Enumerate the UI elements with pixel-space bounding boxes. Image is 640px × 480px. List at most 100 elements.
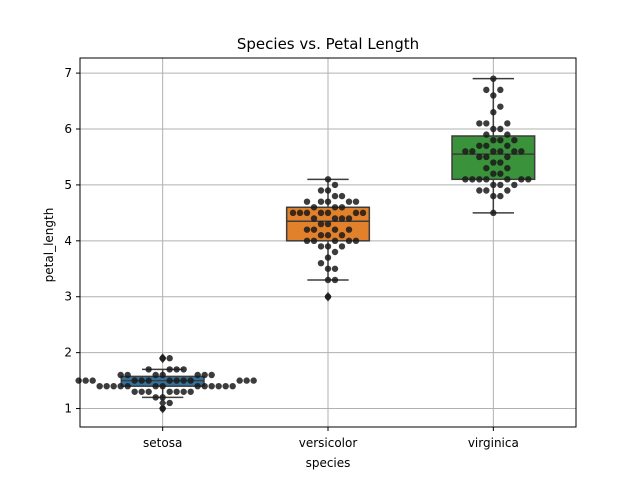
data-point bbox=[490, 209, 497, 217]
data-point bbox=[159, 371, 166, 379]
data-point bbox=[331, 181, 339, 189]
data-point bbox=[462, 148, 469, 155]
data-point bbox=[338, 192, 346, 200]
data-point bbox=[338, 204, 346, 211]
data-point bbox=[490, 192, 497, 200]
data-point bbox=[469, 176, 476, 183]
data-point bbox=[166, 366, 173, 373]
data-point bbox=[497, 86, 504, 94]
data-point bbox=[331, 215, 339, 222]
data-point bbox=[229, 382, 236, 390]
data-point bbox=[476, 187, 483, 194]
data-point bbox=[338, 243, 346, 250]
data-point bbox=[504, 120, 511, 127]
data-point bbox=[324, 220, 332, 228]
data-point bbox=[159, 382, 166, 390]
data-point bbox=[490, 136, 497, 144]
data-point bbox=[159, 405, 166, 412]
data-point bbox=[96, 382, 103, 390]
data-point bbox=[243, 377, 250, 384]
data-point bbox=[511, 136, 518, 144]
data-point bbox=[324, 276, 332, 284]
data-point bbox=[236, 377, 243, 384]
data-point bbox=[317, 243, 325, 250]
data-point bbox=[511, 181, 518, 189]
data-point bbox=[497, 159, 504, 166]
data-point bbox=[75, 377, 82, 384]
data-point bbox=[194, 371, 201, 379]
data-point bbox=[324, 293, 332, 300]
data-point bbox=[173, 377, 180, 384]
data-point bbox=[476, 176, 483, 183]
data-point bbox=[303, 198, 311, 205]
data-point bbox=[82, 377, 89, 384]
data-point bbox=[324, 254, 332, 261]
outlier-marker bbox=[159, 397, 167, 408]
data-point bbox=[124, 382, 131, 390]
data-point bbox=[490, 148, 497, 155]
data-point bbox=[103, 382, 110, 390]
data-point bbox=[159, 355, 166, 362]
data-point bbox=[490, 125, 497, 133]
data-point bbox=[310, 204, 318, 211]
data-point bbox=[490, 170, 497, 177]
data-point bbox=[159, 394, 166, 401]
data-point bbox=[296, 209, 304, 217]
data-point bbox=[138, 388, 145, 395]
data-point bbox=[331, 204, 339, 211]
data-point bbox=[317, 232, 325, 239]
data-point bbox=[208, 382, 215, 390]
data-point bbox=[504, 176, 511, 183]
data-point bbox=[201, 382, 208, 390]
data-point bbox=[469, 148, 476, 155]
data-point bbox=[324, 198, 332, 205]
data-point bbox=[145, 388, 152, 395]
y-axis-label: petal_length bbox=[42, 208, 56, 283]
data-point bbox=[490, 159, 497, 166]
data-point bbox=[497, 192, 504, 200]
data-point bbox=[476, 142, 483, 149]
data-point bbox=[504, 153, 511, 161]
data-point bbox=[352, 198, 360, 205]
data-point bbox=[208, 371, 215, 379]
data-point bbox=[317, 259, 325, 267]
data-point bbox=[483, 164, 490, 172]
y-tick-label: 4 bbox=[64, 234, 72, 248]
data-point bbox=[497, 181, 504, 189]
data-point bbox=[504, 142, 511, 149]
data-point bbox=[483, 142, 490, 149]
data-point bbox=[497, 103, 504, 110]
data-point bbox=[187, 377, 194, 384]
data-point bbox=[173, 366, 180, 373]
data-point bbox=[131, 388, 138, 395]
data-point bbox=[490, 92, 497, 99]
y-tick-label: 6 bbox=[64, 122, 72, 136]
data-point bbox=[303, 209, 311, 217]
chart-title: Species vs. Petal Length bbox=[237, 35, 419, 53]
data-point bbox=[504, 164, 511, 172]
data-point bbox=[303, 226, 311, 233]
data-point bbox=[483, 131, 490, 138]
x-tick-label: versicolor bbox=[299, 436, 358, 450]
data-point bbox=[476, 153, 483, 161]
data-point bbox=[359, 209, 367, 217]
x-tick-label: setosa bbox=[143, 436, 182, 450]
data-point bbox=[180, 377, 187, 384]
data-point bbox=[317, 198, 325, 205]
data-point bbox=[194, 382, 201, 390]
data-point bbox=[215, 382, 222, 390]
data-point bbox=[180, 366, 187, 373]
data-point bbox=[518, 148, 525, 155]
data-point bbox=[525, 176, 532, 183]
data-point bbox=[145, 377, 152, 384]
data-point bbox=[303, 237, 311, 245]
y-tick-label: 2 bbox=[64, 346, 72, 360]
data-point bbox=[483, 120, 490, 127]
data-point bbox=[476, 120, 483, 127]
data-point bbox=[338, 215, 346, 222]
data-point bbox=[331, 276, 339, 284]
data-point bbox=[331, 248, 339, 256]
data-point bbox=[331, 237, 339, 245]
data-point bbox=[317, 209, 325, 217]
